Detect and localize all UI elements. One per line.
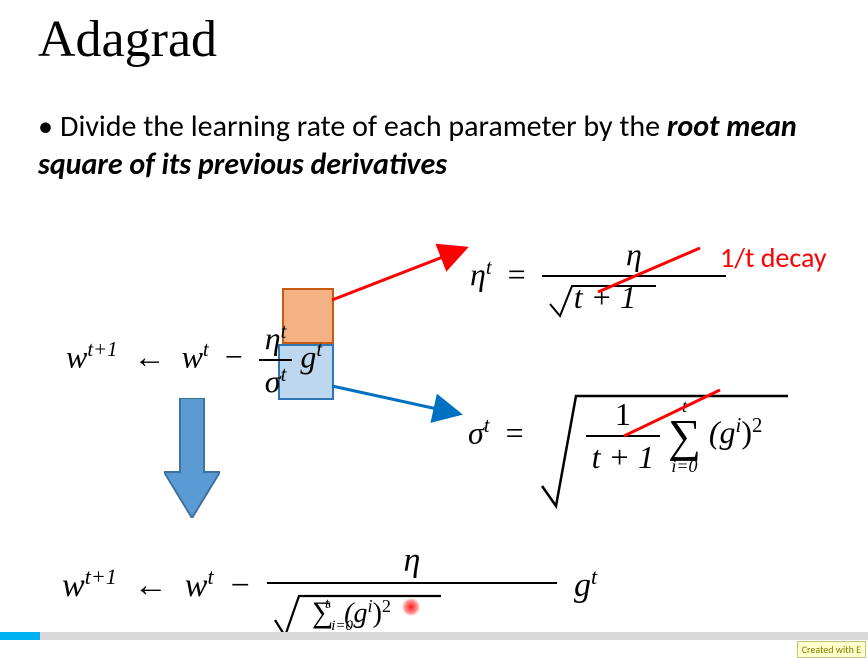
final-sum-glyph: ∑ bbox=[312, 596, 333, 629]
sym-g: g bbox=[300, 338, 316, 374]
eta-over-sigma: ηt σt bbox=[259, 320, 293, 400]
laser-pointer-dot bbox=[402, 598, 420, 616]
final-frac: η ∑i=0t (gi)2 bbox=[267, 542, 557, 634]
watermark-label: Created with E bbox=[797, 641, 866, 658]
feta: η bbox=[403, 542, 420, 579]
fw1: w bbox=[62, 567, 85, 604]
sum-sigma-glyph: ∑ bbox=[668, 415, 701, 456]
fgic: ) bbox=[373, 598, 382, 629]
bullet-prefix: Divide the learning rate of each paramet… bbox=[60, 108, 667, 145]
final-gi: (gi)2 bbox=[344, 598, 391, 629]
sup-sigma2: t bbox=[484, 414, 490, 437]
eta-frac: η t + 1 bbox=[542, 236, 726, 320]
update-rule-frac: wt+1 ← wt − ηt σt gt bbox=[66, 320, 322, 400]
one-over-t1: 1 t + 1 bbox=[586, 396, 660, 476]
sigma-definition: σt = 1 t + 1 t ∑ i=0 (gi)2 bbox=[468, 376, 868, 496]
bullet-dot: • bbox=[38, 108, 60, 146]
eta-definition: ηt = η t + 1 bbox=[470, 236, 726, 320]
fw2s: t bbox=[207, 564, 213, 589]
gi-pow: 2 bbox=[752, 414, 762, 437]
gi-close: ) bbox=[741, 414, 752, 450]
bullet-text: •Divide the learning rate of each parame… bbox=[38, 108, 848, 183]
fw1s: t+1 bbox=[85, 564, 117, 589]
sup-t: t bbox=[203, 338, 209, 361]
page-title: Adagrad bbox=[38, 10, 217, 69]
sym-eta: η bbox=[265, 320, 281, 356]
sym-eta2: η bbox=[470, 256, 486, 292]
sup-sigma: t bbox=[281, 363, 287, 386]
gi-sup: i bbox=[736, 414, 742, 437]
fgs: t bbox=[591, 564, 597, 589]
sum-lower: i=0 bbox=[668, 457, 701, 475]
sym-assign: ← bbox=[134, 338, 166, 374]
fw2: w bbox=[185, 567, 208, 604]
fsu: t bbox=[325, 596, 329, 612]
progress-track bbox=[0, 632, 868, 640]
sym-t1b: t + 1 bbox=[592, 439, 654, 475]
progress-fill bbox=[0, 632, 40, 640]
gi-open: (g bbox=[709, 414, 736, 450]
sum-symbol: t ∑ i=0 bbox=[668, 397, 701, 474]
fgip: 2 bbox=[382, 596, 391, 616]
fminus: − bbox=[231, 567, 250, 604]
sym-one: 1 bbox=[586, 396, 660, 437]
sup-eta2: t bbox=[486, 256, 492, 279]
fgis: i bbox=[368, 596, 373, 616]
update-rule-final: wt+1 ← wt − η ∑i=0t (gi)2 gt bbox=[62, 542, 597, 634]
sym-w: w bbox=[66, 338, 87, 374]
sup-t1: t+1 bbox=[87, 338, 117, 361]
fassign: ← bbox=[134, 566, 168, 604]
sigma-inner: 1 t + 1 t ∑ i=0 (gi)2 bbox=[586, 396, 763, 476]
fg: g bbox=[574, 567, 591, 604]
slide: Adagrad •Divide the learning rate of eac… bbox=[0, 0, 868, 658]
sym-eta3: η bbox=[626, 236, 642, 272]
decay-label: 1/t decay bbox=[720, 240, 827, 275]
sym-t1: t + 1 bbox=[574, 279, 636, 315]
sym-eq2: = bbox=[506, 414, 524, 450]
sup-eta: t bbox=[281, 320, 287, 343]
sym-sigma2: σ bbox=[468, 414, 484, 450]
down-arrow-icon bbox=[164, 398, 220, 518]
fgio: (g bbox=[344, 598, 367, 629]
sym-minus: − bbox=[225, 338, 243, 374]
gi-sq: (gi)2 bbox=[709, 414, 763, 450]
sym-eq: = bbox=[508, 256, 526, 292]
sym-w2: w bbox=[182, 338, 203, 374]
sym-sigma: σ bbox=[265, 363, 281, 399]
sup-g: t bbox=[316, 338, 322, 361]
